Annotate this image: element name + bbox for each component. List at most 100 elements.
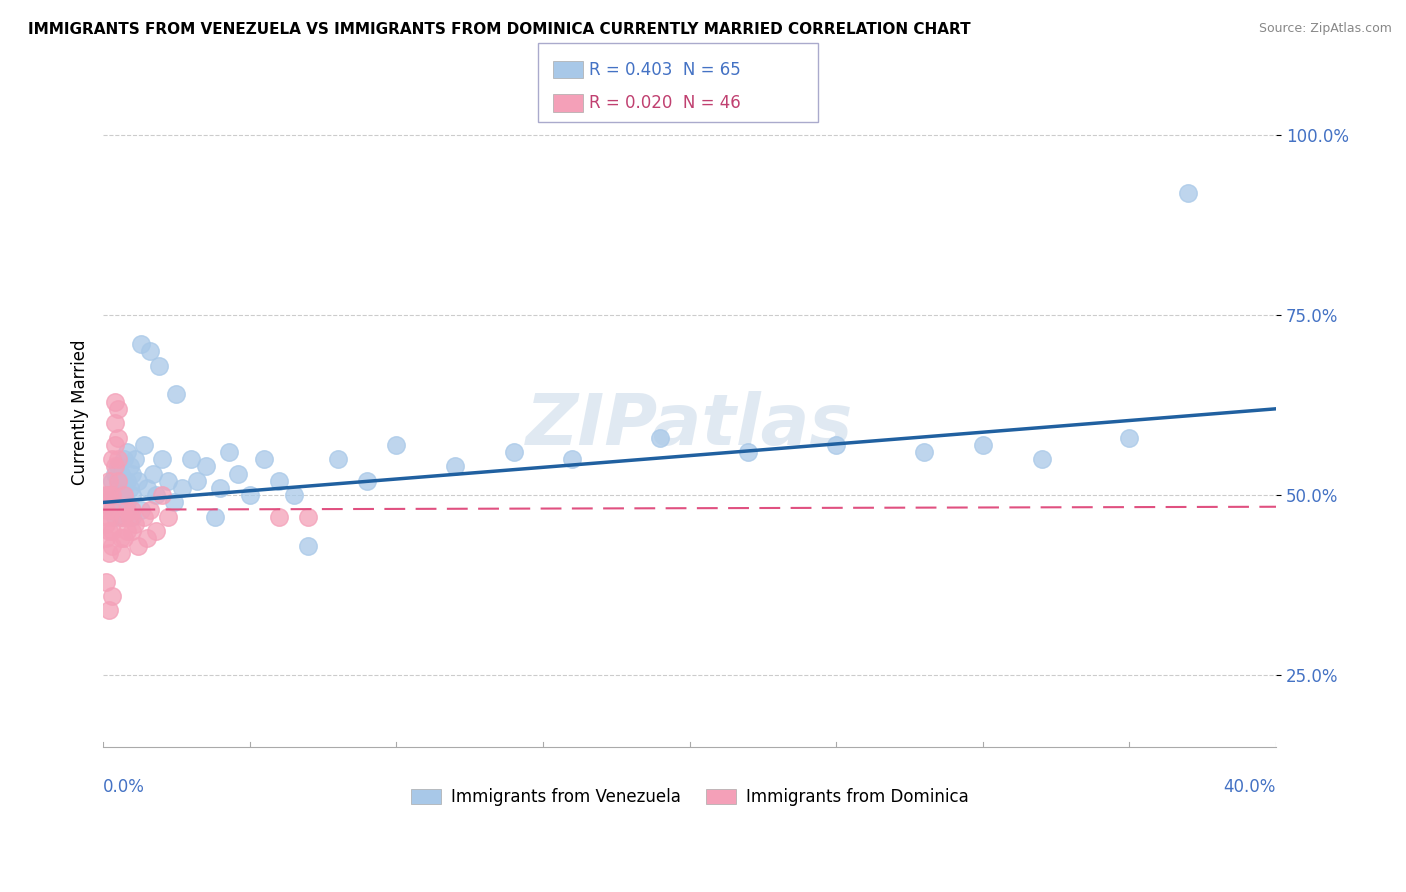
Point: [98, 488, 121, 502]
Legend: Immigrants from Venezuela, Immigrants from Dominica: Immigrants from Venezuela, Immigrants fr…: [404, 781, 976, 813]
Point: [121, 467, 143, 481]
Point: [98, 524, 121, 539]
Point: [104, 488, 127, 502]
Point: [115, 502, 138, 516]
Point: [112, 452, 135, 467]
Point: [104, 394, 127, 409]
Point: [385, 438, 408, 452]
Point: [186, 474, 208, 488]
Point: [136, 532, 159, 546]
Text: ZIPatlas: ZIPatlas: [526, 392, 853, 460]
Point: [94, 574, 117, 589]
Point: [139, 344, 162, 359]
Point: [101, 524, 124, 539]
Point: [118, 509, 141, 524]
Point: [94, 488, 117, 502]
Point: [253, 452, 276, 467]
Point: [150, 488, 173, 502]
Text: 40.0%: 40.0%: [1223, 778, 1277, 796]
Point: [112, 488, 135, 502]
Point: [267, 509, 290, 524]
Point: [180, 452, 202, 467]
Point: [912, 445, 935, 459]
Point: [107, 452, 129, 467]
Point: [172, 481, 194, 495]
Point: [110, 488, 132, 502]
Point: [127, 539, 149, 553]
Point: [204, 509, 226, 524]
Point: [112, 502, 135, 516]
Point: [121, 509, 143, 524]
Point: [94, 502, 117, 516]
Point: [297, 539, 319, 553]
Point: [107, 474, 129, 488]
Text: 0.0%: 0.0%: [103, 778, 145, 796]
Point: [148, 359, 170, 373]
Point: [1118, 431, 1140, 445]
Point: [162, 495, 184, 509]
Point: [194, 459, 217, 474]
Point: [115, 495, 138, 509]
Point: [134, 509, 156, 524]
Point: [104, 416, 127, 430]
Point: [737, 445, 759, 459]
Point: [98, 509, 121, 524]
Point: [165, 387, 187, 401]
Point: [297, 509, 319, 524]
Point: [110, 532, 132, 546]
Point: [104, 467, 127, 481]
Point: [156, 509, 179, 524]
Point: [121, 524, 143, 539]
Point: [107, 459, 129, 474]
Point: [107, 401, 129, 416]
Point: [121, 502, 143, 516]
Point: [110, 467, 132, 481]
Point: [104, 509, 127, 524]
Point: [101, 474, 124, 488]
Point: [150, 452, 173, 467]
Y-axis label: Currently Married: Currently Married: [72, 340, 89, 485]
Point: [101, 502, 124, 516]
Point: [218, 445, 240, 459]
Point: [972, 438, 994, 452]
Point: [121, 488, 143, 502]
Point: [127, 474, 149, 488]
Point: [118, 459, 141, 474]
Text: IMMIGRANTS FROM VENEZUELA VS IMMIGRANTS FROM DOMINICA CURRENTLY MARRIED CORRELAT: IMMIGRANTS FROM VENEZUELA VS IMMIGRANTS …: [28, 22, 970, 37]
Point: [101, 502, 124, 516]
Point: [142, 467, 165, 481]
Point: [825, 438, 848, 452]
Point: [356, 474, 378, 488]
Point: [444, 459, 467, 474]
Point: [115, 524, 138, 539]
Point: [115, 445, 138, 459]
Point: [112, 481, 135, 495]
Point: [134, 438, 156, 452]
Point: [98, 474, 121, 488]
Point: [1031, 452, 1053, 467]
Point: [98, 603, 121, 617]
Point: [110, 509, 132, 524]
Point: [209, 481, 232, 495]
Point: [112, 509, 135, 524]
Point: [136, 481, 159, 495]
Point: [107, 495, 129, 509]
Point: [326, 452, 349, 467]
Point: [139, 502, 162, 516]
Point: [110, 509, 132, 524]
Point: [124, 516, 146, 531]
Point: [129, 502, 152, 516]
Point: [145, 524, 167, 539]
Point: [107, 474, 129, 488]
Point: [101, 539, 124, 553]
Text: Source: ZipAtlas.com: Source: ZipAtlas.com: [1258, 22, 1392, 36]
Point: [98, 546, 121, 560]
Point: [101, 452, 124, 467]
Point: [124, 452, 146, 467]
Point: [502, 445, 524, 459]
Point: [129, 337, 152, 351]
Point: [101, 488, 124, 502]
Point: [110, 546, 132, 560]
Point: [112, 532, 135, 546]
Point: [283, 488, 305, 502]
